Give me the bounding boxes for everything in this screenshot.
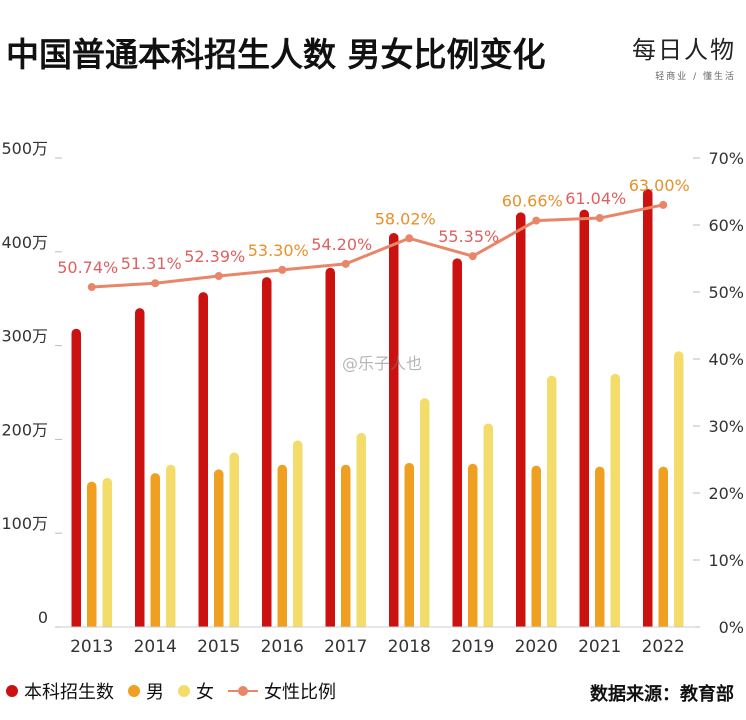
legend-item-ratio: 女性比例 [228, 678, 336, 704]
ratio-data-label: 55.35% [438, 227, 499, 246]
bar-male [277, 464, 287, 627]
x-tick-label: 2018 [388, 637, 431, 657]
bar-female [166, 464, 176, 627]
data-source: 数据来源：教育部 [590, 684, 734, 705]
x-tick-label: 2013 [70, 637, 113, 657]
ratio-line [91, 203, 664, 289]
legend-male-label: 男 [146, 682, 164, 703]
watermark: @乐子人也 [342, 354, 423, 373]
ratio-point [214, 271, 223, 280]
bar-total [516, 212, 526, 628]
legend-ratio-marker [228, 685, 258, 697]
x-tick-label: 2015 [197, 637, 240, 657]
x-tick-label: 2021 [578, 637, 621, 657]
x-tick-label: 2022 [642, 637, 685, 657]
bar-female [547, 375, 557, 627]
legend-item-total: 本科招生数 [6, 678, 114, 704]
bar-total [135, 308, 145, 627]
bar-male [595, 466, 605, 627]
bar-female [674, 351, 684, 627]
bar-total [452, 258, 462, 627]
bar-female [102, 477, 112, 627]
bar-male [531, 465, 541, 627]
bar-female [483, 423, 493, 627]
bar-male [404, 462, 414, 627]
y-left-tick-label: 200万 [1, 420, 48, 439]
brand-name: 每日人物 [632, 36, 736, 64]
chart-title: 中国普通本科招生人数 男女比例变化 [6, 35, 546, 74]
legend-male-marker [128, 685, 140, 697]
ratio-data-label: 53.30% [248, 241, 309, 260]
y-left-tick-label: 0 [38, 608, 48, 627]
y-left-tick-label: 100万 [1, 514, 48, 533]
y-left-tick-label: 500万 [1, 139, 48, 158]
x-tick-label: 2019 [451, 637, 494, 657]
ratio-point [532, 216, 541, 225]
y-right-tick-label: 10% [708, 551, 744, 570]
brand-slogan: 轻商业 / 懂生活 [655, 72, 736, 82]
ratio-data-label: 61.04% [565, 189, 626, 208]
ratio-data-label: 58.02% [375, 209, 436, 228]
x-tick-label: 2016 [261, 637, 304, 657]
ratio-point [278, 265, 287, 274]
bar-total [389, 233, 399, 628]
bar-total [262, 277, 272, 627]
ratio-point [151, 279, 160, 288]
bar-male [150, 473, 160, 627]
bar-male [468, 463, 478, 627]
legend-female-label: 女 [196, 682, 214, 703]
x-tick-label: 2020 [515, 637, 558, 657]
bar-total [579, 209, 589, 627]
ratio-point [659, 200, 668, 209]
bar-female [229, 452, 239, 627]
bar-female [610, 373, 620, 627]
ratio-point [595, 214, 604, 223]
bar-male [341, 464, 351, 627]
bar-female [356, 432, 366, 627]
bar-total [71, 328, 81, 627]
ratio-data-label: 60.66% [502, 192, 563, 211]
ratio-point [341, 259, 350, 268]
ratio-data-label: 52.39% [184, 247, 245, 266]
ratio-point [87, 283, 96, 292]
bar-female [420, 398, 430, 627]
ratio-data-label: 54.20% [311, 235, 372, 254]
y-right-tick-label: 60% [708, 216, 744, 235]
y-right-tick-label: 30% [708, 417, 744, 436]
y-right-tick-label: 50% [708, 283, 744, 302]
bar-male [87, 481, 97, 627]
x-tick-label: 2014 [134, 637, 177, 657]
ratio-data-label: 51.31% [121, 254, 182, 273]
bar-total [643, 188, 653, 628]
legend-total-marker [6, 685, 18, 697]
ratio-point [468, 252, 477, 261]
ratio-data-label: 50.74% [57, 258, 118, 277]
x-tick-label: 2017 [324, 637, 367, 657]
y-left-tick-label: 300万 [1, 327, 48, 346]
bar-male [658, 466, 668, 627]
ratio-point [405, 234, 414, 243]
y-left-tick-label: 400万 [1, 233, 48, 252]
bar-male [214, 469, 224, 627]
y-right-tick-label: 70% [708, 149, 744, 168]
legend-ratio-label: 女性比例 [264, 682, 336, 703]
legend-female-marker [178, 685, 190, 697]
legend-item-male: 男 [128, 678, 164, 704]
y-right-tick-label: 0% [719, 618, 744, 637]
legend-item-female: 女 [178, 678, 214, 704]
bar-total [198, 292, 208, 627]
y-right-tick-label: 40% [708, 350, 744, 369]
bar-total [325, 267, 335, 627]
y-right-tick-label: 20% [708, 484, 744, 503]
bar-female [293, 440, 303, 627]
legend: 本科招生数 男 女 女性比例 [6, 678, 350, 704]
legend-total-label: 本科招生数 [24, 682, 114, 703]
brand-logo: 每日人物 轻商业 / 懂生活 [632, 30, 736, 82]
ratio-data-label: 63.00% [629, 176, 690, 195]
